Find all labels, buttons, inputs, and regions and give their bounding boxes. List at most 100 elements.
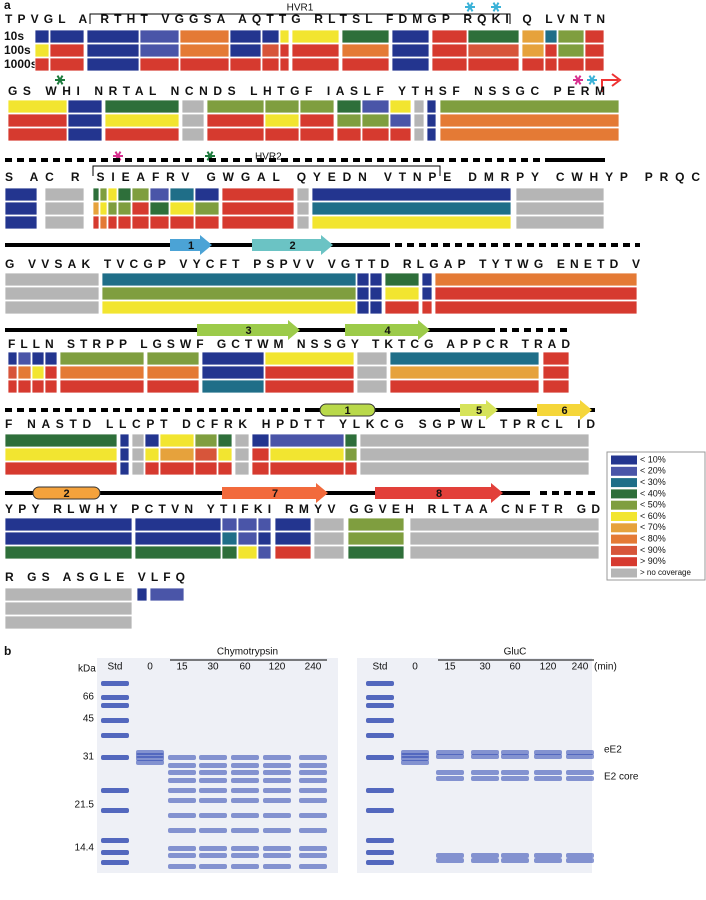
legend-swatch	[611, 545, 637, 555]
coverage-block	[31, 365, 45, 380]
coverage-block	[139, 43, 180, 58]
legend-label: < 50%	[640, 500, 666, 510]
lane-label: 30	[207, 662, 219, 673]
helix-label: 2	[63, 488, 69, 500]
sequence-row: R GS ASGLE VLFQ	[5, 570, 185, 584]
legend-label: > no coverage	[640, 568, 691, 577]
gel-band	[231, 864, 259, 869]
gel-band	[263, 853, 291, 858]
coverage-block	[347, 531, 405, 546]
coverage-block	[221, 545, 238, 560]
legend-label: < 20%	[640, 466, 666, 476]
coverage-block	[344, 433, 358, 448]
lane-label: Std	[372, 662, 387, 673]
coverage-block	[467, 57, 520, 72]
coverage-block	[131, 447, 145, 462]
beta-strand	[537, 400, 592, 420]
legend-swatch	[611, 568, 637, 578]
lane-label: 30	[479, 662, 491, 673]
hvr2-label: HVR2	[255, 152, 282, 163]
gel-band	[263, 798, 291, 803]
gel-band	[366, 850, 394, 855]
coverage-block	[134, 517, 222, 532]
coverage-block	[99, 187, 108, 202]
coverage-block	[291, 29, 340, 44]
coverage-block	[144, 447, 160, 462]
gel-band	[231, 828, 259, 833]
legend-label: < 70%	[640, 522, 666, 532]
coverage-block	[119, 433, 130, 448]
coverage-block	[237, 531, 258, 546]
coverage-block	[181, 99, 205, 114]
coverage-block	[341, 57, 390, 72]
coverage-block	[544, 57, 558, 72]
coverage-block	[131, 461, 145, 476]
coverage-block	[384, 300, 420, 315]
gel-band	[471, 853, 499, 858]
coverage-block	[234, 461, 250, 476]
coverage-block	[101, 300, 357, 315]
coverage-block	[369, 300, 383, 315]
coverage-block	[384, 272, 420, 287]
coverage-block	[356, 379, 388, 394]
coverage-block	[201, 379, 265, 394]
lane-label: 240	[305, 662, 322, 673]
coverage-block	[544, 29, 558, 44]
lane-label: 60	[509, 662, 521, 673]
coverage-block	[44, 187, 85, 202]
gel-band	[168, 755, 196, 760]
coverage-block	[217, 461, 233, 476]
legend-swatch	[611, 534, 637, 544]
coverage-block	[139, 57, 180, 72]
legend-swatch	[611, 466, 637, 476]
coverage-block	[269, 433, 345, 448]
coverage-block	[299, 113, 335, 128]
coverage-block	[4, 517, 133, 532]
gel-band	[299, 788, 327, 793]
strand-label: 8	[436, 488, 442, 500]
coverage-block	[4, 300, 100, 315]
coverage-block	[356, 365, 388, 380]
coverage-block	[557, 29, 585, 44]
coverage-block	[369, 272, 383, 287]
coverage-block	[389, 113, 412, 128]
gel-band	[199, 828, 227, 833]
coverage-block	[34, 43, 50, 58]
beta-strand	[460, 400, 498, 420]
coverage-block	[313, 517, 345, 532]
star	[56, 75, 64, 85]
coverage-block	[361, 113, 390, 128]
coverage-block	[206, 113, 265, 128]
strand-label: 5	[476, 405, 482, 417]
sequence-row: S AC R SIEAFRV GWGAL QYEDN VTNPE DMRPY C…	[5, 170, 700, 184]
coverage-block	[341, 29, 390, 44]
coverage-block	[421, 286, 433, 301]
coverage-block	[421, 272, 433, 287]
gel-band	[566, 754, 594, 759]
legend-swatch	[611, 512, 637, 521]
coverage-block	[17, 379, 32, 394]
coverage-block	[179, 29, 230, 44]
coverage-block	[389, 351, 540, 366]
coverage-block	[584, 57, 605, 72]
coverage-block	[107, 201, 118, 216]
coverage-block	[389, 365, 540, 380]
marker-label: 21.5	[75, 800, 95, 811]
coverage-block	[92, 201, 100, 216]
coverage-block	[107, 215, 118, 230]
coverage-block	[369, 286, 383, 301]
coverage-block	[251, 447, 270, 462]
coverage-block	[409, 531, 600, 546]
marker-label: 66	[83, 692, 95, 703]
coverage-block	[44, 365, 58, 380]
coverage-block	[344, 461, 358, 476]
alpha-helix	[32, 486, 101, 500]
coverage-block	[217, 433, 233, 448]
coverage-block	[229, 43, 262, 58]
lane-label: 120	[269, 662, 286, 673]
coverage-block	[431, 57, 468, 72]
coverage-block	[261, 43, 280, 58]
coverage-block	[434, 272, 638, 287]
coverage-block	[17, 365, 32, 380]
coverage-block	[542, 351, 570, 366]
